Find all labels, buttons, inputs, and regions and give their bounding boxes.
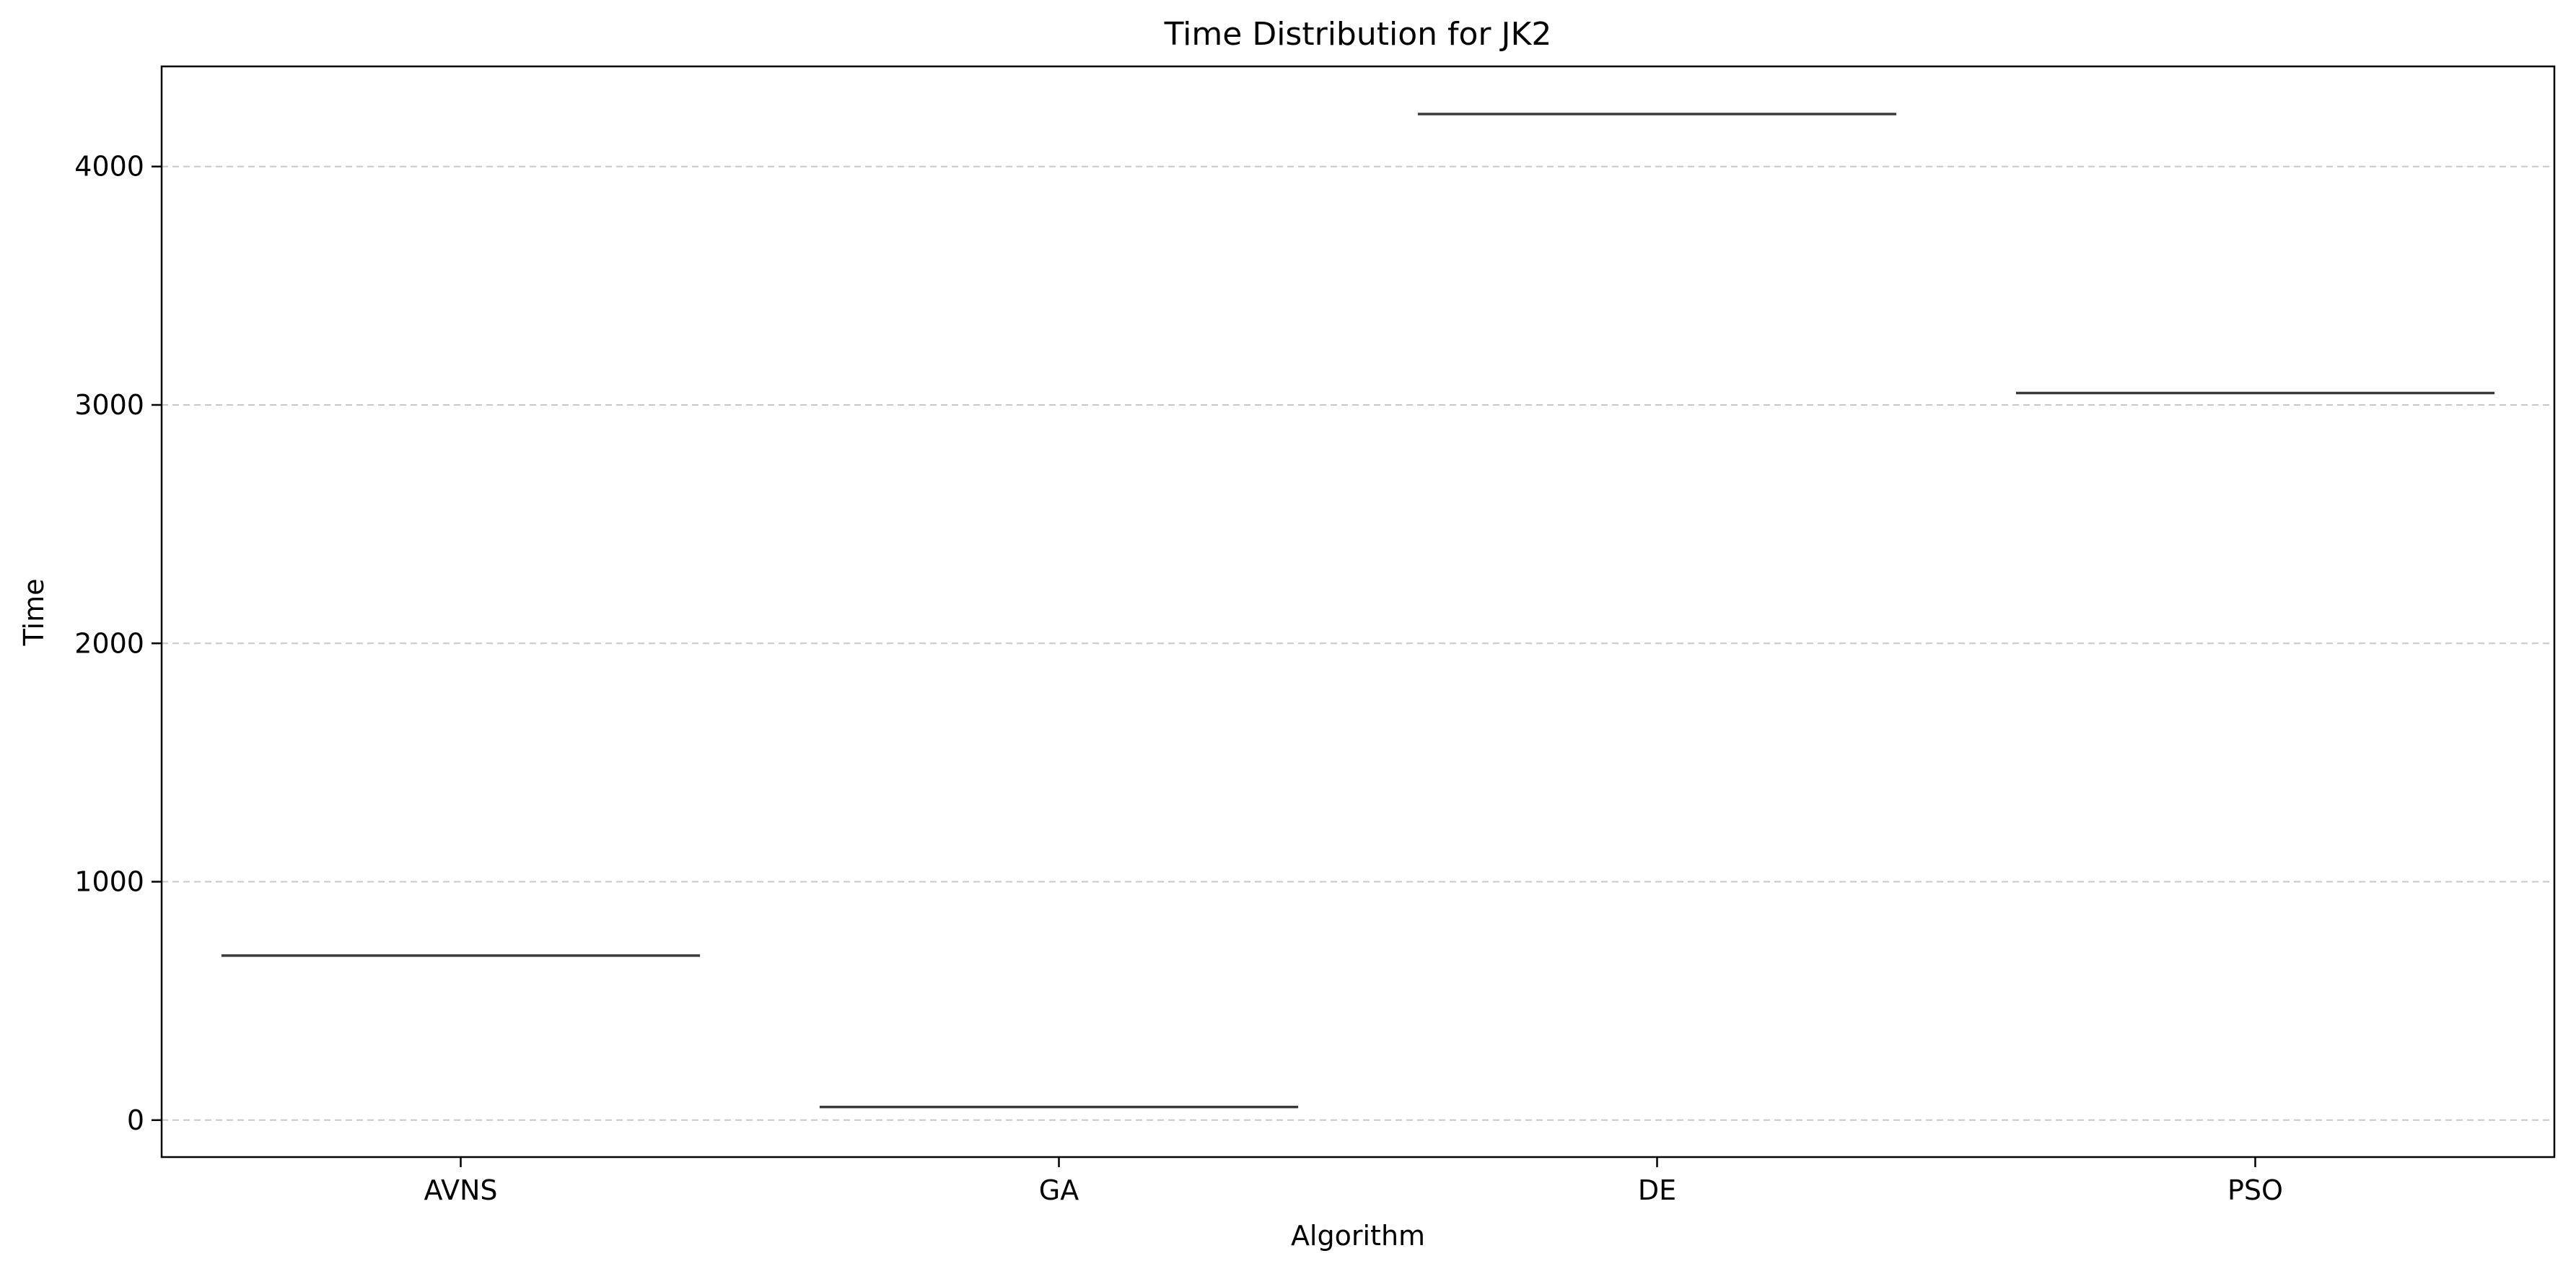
y-axis-ticks: 0 1000 2000 3000 4000 — [74, 151, 162, 1136]
x-axis-ticks: AVNS GA DE PSO — [424, 1157, 2283, 1206]
x-axis-label: Algorithm — [1291, 1220, 1425, 1252]
y-tick-label: 0 — [127, 1104, 144, 1136]
x-tick-label: DE — [1638, 1174, 1676, 1206]
chart-title: Time Distribution for JK2 — [1164, 16, 1552, 53]
grid-lines — [162, 165, 2554, 1121]
x-tick-label: AVNS — [424, 1174, 497, 1206]
data-marks — [221, 113, 2495, 1109]
x-tick-label: PSO — [2227, 1174, 2283, 1206]
y-tick-label: 2000 — [74, 627, 144, 659]
y-tick-label: 1000 — [74, 866, 144, 898]
x-tick-label: GA — [1039, 1174, 1079, 1206]
y-tick-label: 4000 — [74, 151, 144, 183]
y-tick-label: 3000 — [74, 389, 144, 421]
plot-frame — [160, 65, 2556, 1159]
y-axis-label: Time — [18, 579, 50, 647]
